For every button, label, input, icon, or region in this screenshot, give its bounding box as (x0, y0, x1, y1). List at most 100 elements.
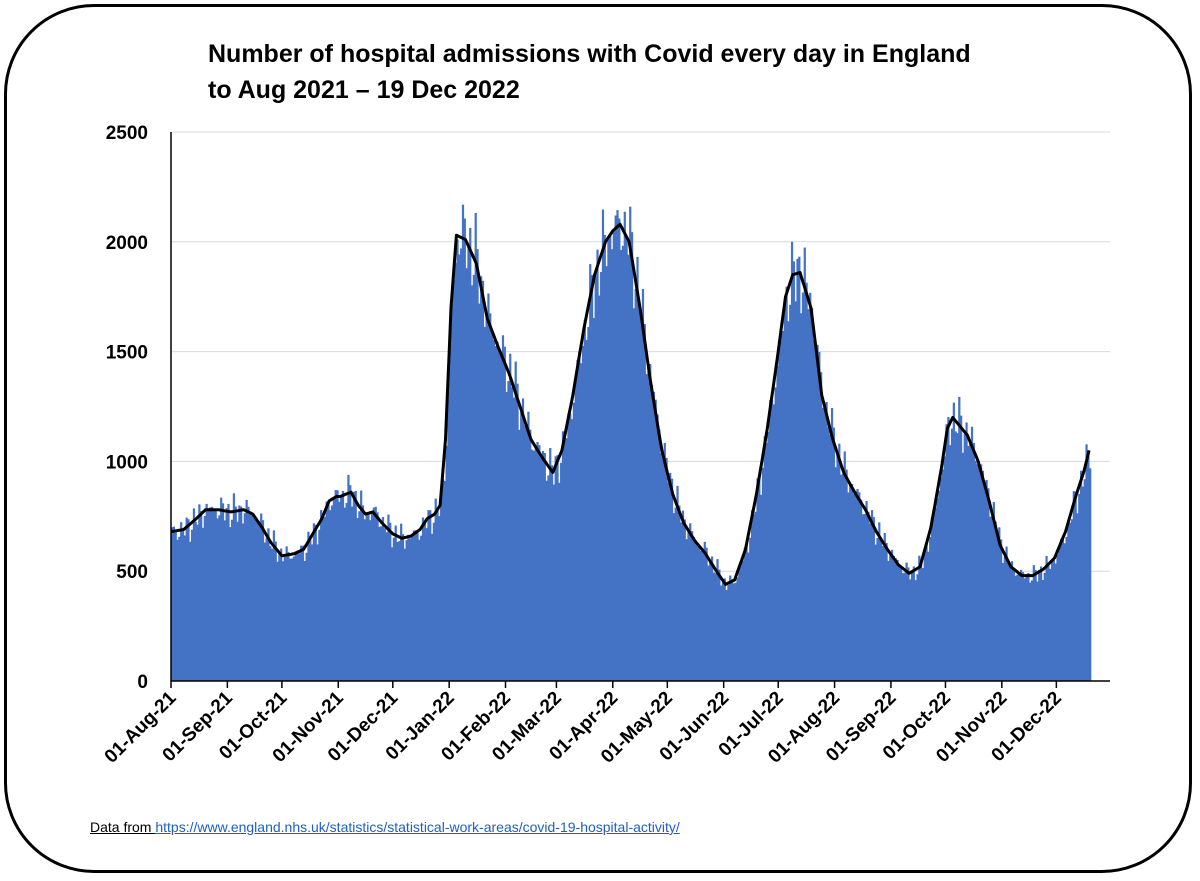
bar (614, 215, 617, 681)
bar (612, 231, 615, 681)
bar (632, 308, 635, 681)
bar (438, 516, 441, 681)
bar (480, 276, 483, 681)
bar (358, 511, 361, 681)
bar (381, 517, 385, 681)
bar (369, 520, 372, 681)
bar (380, 526, 383, 681)
bar (187, 519, 190, 681)
bar (750, 510, 754, 681)
bar (583, 320, 586, 681)
bar (1023, 578, 1026, 681)
bar (589, 264, 592, 681)
bar (240, 506, 243, 681)
bar (747, 552, 750, 681)
bar (807, 309, 810, 681)
bar (416, 531, 419, 681)
bar (521, 398, 525, 681)
bar (220, 497, 223, 681)
bar (929, 536, 932, 681)
bar (705, 547, 708, 681)
bar (192, 508, 196, 681)
bar (578, 352, 581, 681)
bar (423, 520, 426, 681)
bar (885, 542, 888, 681)
bar (238, 505, 241, 681)
bar (354, 490, 357, 681)
bar (818, 352, 821, 681)
bar (1001, 562, 1005, 681)
bar (1067, 519, 1070, 681)
bar (301, 545, 305, 681)
bar (812, 340, 815, 681)
bar (892, 555, 895, 681)
bar (180, 522, 183, 681)
bar (820, 372, 823, 681)
bar (398, 541, 401, 681)
bar (347, 474, 350, 681)
bar (703, 541, 706, 681)
bar (427, 510, 430, 681)
bar (816, 344, 819, 681)
bar (629, 206, 632, 681)
bar (1030, 580, 1034, 681)
bar (618, 218, 621, 682)
bar (672, 513, 675, 681)
bar (694, 540, 697, 681)
bar (1003, 556, 1006, 681)
bar (205, 503, 208, 681)
bar (445, 445, 448, 681)
bar (767, 431, 770, 681)
bar (896, 559, 899, 681)
bar (274, 541, 277, 681)
bar (760, 494, 763, 681)
source-link[interactable]: https://www.england.nhs.uk/statistics/st… (155, 819, 680, 835)
bar (429, 510, 432, 681)
bar (918, 555, 921, 681)
bar (349, 485, 352, 681)
bar (296, 550, 299, 681)
bar (343, 507, 346, 681)
bar (412, 530, 416, 681)
bar (961, 452, 965, 681)
bar (512, 397, 516, 681)
bar (616, 210, 619, 681)
bar (283, 556, 286, 681)
bar (561, 431, 565, 681)
trend-line-series (170, 222, 1091, 586)
bar (887, 560, 890, 681)
bar (436, 510, 439, 681)
bar (272, 530, 276, 681)
y-tick-label: 500 (116, 562, 148, 583)
bar (809, 292, 812, 681)
bar (710, 556, 714, 681)
bar (185, 517, 188, 681)
bar (865, 500, 868, 681)
bar (843, 451, 846, 681)
bar (201, 527, 205, 681)
bar (638, 306, 641, 681)
bar (707, 565, 710, 681)
bar (869, 523, 872, 681)
bar (232, 493, 236, 681)
bar (396, 541, 399, 681)
bar (663, 442, 666, 681)
bar (409, 538, 412, 681)
bar (730, 579, 734, 681)
bar (501, 335, 505, 681)
axes (170, 132, 1110, 682)
bar (1020, 569, 1023, 681)
bar (207, 508, 210, 681)
bar (967, 445, 970, 681)
bar (450, 304, 454, 681)
bar (203, 515, 206, 681)
bar (341, 490, 345, 681)
bar (676, 485, 679, 681)
bar (925, 543, 928, 681)
bar (600, 271, 603, 681)
bar (1005, 546, 1008, 681)
bar (754, 511, 757, 681)
bar (774, 387, 777, 681)
bar (598, 295, 601, 681)
bar (254, 517, 257, 681)
